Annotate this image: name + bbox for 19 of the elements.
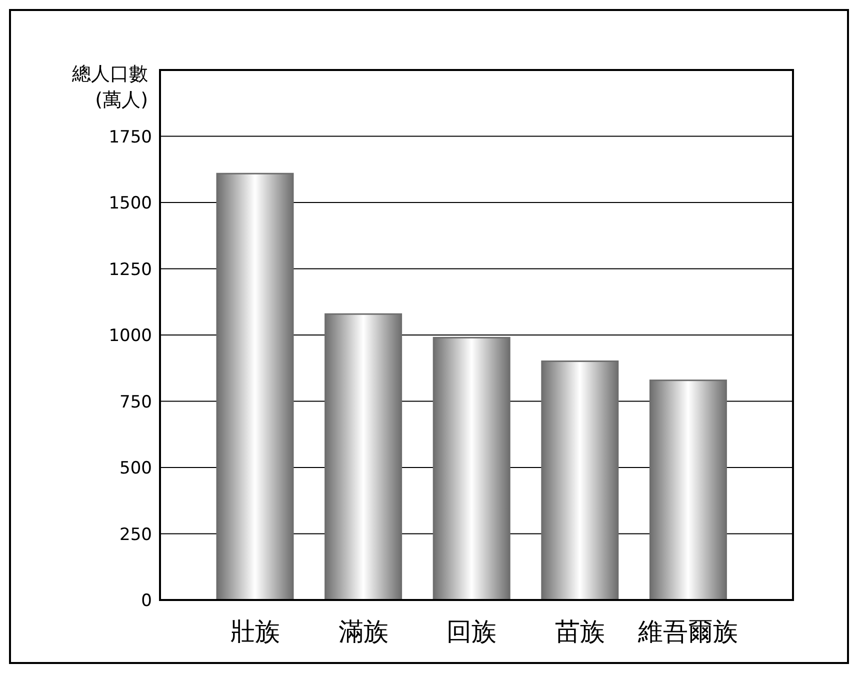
x-tick-label: 回族 <box>446 617 497 646</box>
y-tick-label: 1500 <box>108 194 152 214</box>
bar <box>216 172 294 601</box>
bar <box>324 313 402 601</box>
x-tick-label: 壯族 <box>230 617 280 646</box>
y-tick-label: 1250 <box>108 260 152 280</box>
x-tick-label: 維吾爾族 <box>637 617 738 646</box>
bar <box>649 380 727 601</box>
y-tick-label: 0 <box>141 591 152 611</box>
y-tick-label: 1000 <box>108 326 152 346</box>
bar <box>432 336 510 601</box>
y-tick-label: 250 <box>120 524 152 545</box>
x-tick-label: 苗族 <box>554 617 605 646</box>
y-tick-label: 500 <box>120 458 152 478</box>
y-axis-title: 總人口數 (萬人) <box>71 63 148 111</box>
x-tick-label: 滿族 <box>338 617 388 646</box>
bar <box>541 360 619 601</box>
y-tick-label: 750 <box>120 392 152 412</box>
y-tick-label: 1750 <box>108 127 152 148</box>
